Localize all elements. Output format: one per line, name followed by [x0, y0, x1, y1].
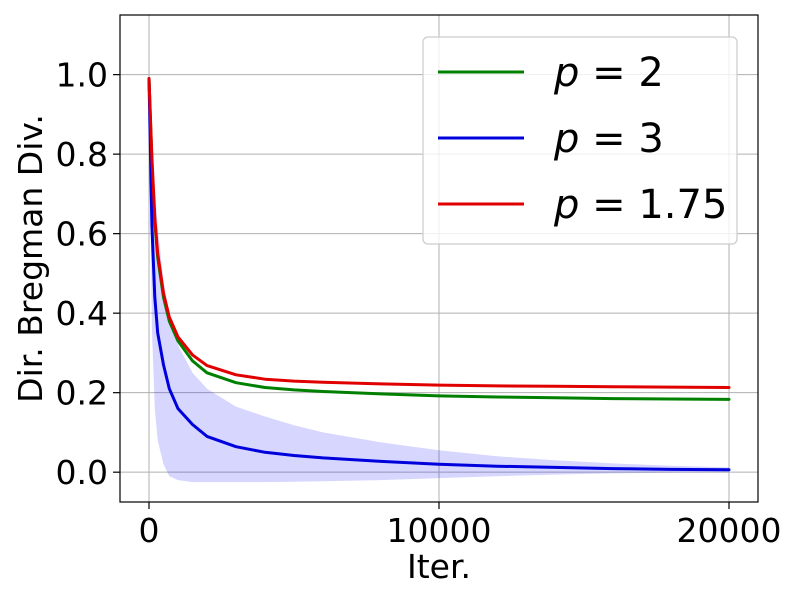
y-axis-label: Dir. Bregman Div.	[11, 114, 50, 403]
series-line	[147, 77, 731, 389]
y-tick-label: 0.8	[56, 135, 108, 174]
axis-ticks: 0 10000 20000 0.0 0.2 0.4 0.6 0.8 1.0	[56, 56, 782, 550]
x-tick-label: 20000	[677, 511, 782, 550]
series-line	[147, 77, 731, 472]
legend-variable: p	[553, 50, 579, 96]
legend-label: p = 2	[553, 50, 664, 96]
legend-value: = 2	[579, 50, 663, 96]
confidence-band	[149, 78, 729, 483]
y-tick-label: 0.0	[56, 453, 108, 492]
y-tick-label: 1.0	[56, 56, 108, 95]
series-lines	[147, 77, 731, 472]
legend-value: = 3	[579, 116, 663, 162]
y-tick-label: 0.6	[56, 215, 108, 254]
x-axis-label: Iter.	[407, 547, 471, 586]
x-tick-label: 0	[139, 511, 160, 550]
x-tick-label: 10000	[387, 511, 492, 550]
y-tick-label: 0.4	[56, 294, 108, 333]
legend-label: p = 3	[553, 116, 664, 162]
legend: p = 2p = 3p = 1.75	[422, 36, 738, 245]
legend-variable: p	[553, 116, 579, 162]
legend-value: = 1.75	[579, 182, 727, 228]
legend-variable: p	[553, 182, 579, 228]
legend-box	[422, 36, 738, 245]
y-tick-label: 0.2	[56, 374, 108, 413]
confidence-bands	[149, 78, 729, 483]
legend-label: p = 1.75	[553, 182, 727, 228]
